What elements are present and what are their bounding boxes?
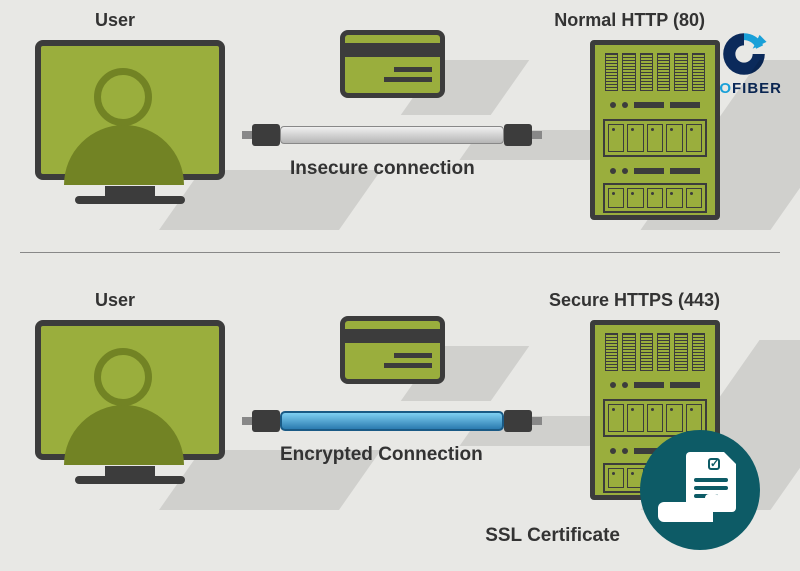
cable-plug-left bbox=[252, 410, 280, 432]
user-label-top: User bbox=[95, 10, 135, 31]
server-controls bbox=[603, 163, 707, 179]
server-controls bbox=[603, 377, 707, 393]
insecure-cable bbox=[280, 126, 504, 144]
ssl-hand-icon bbox=[658, 502, 713, 522]
person-head-icon bbox=[94, 348, 152, 406]
encrypted-cable bbox=[280, 411, 504, 431]
connection-label-bottom: Encrypted Connection bbox=[280, 444, 483, 466]
server-drives bbox=[603, 119, 707, 157]
server-label-top: Normal HTTP (80) bbox=[554, 10, 705, 31]
monitor-base bbox=[75, 196, 185, 204]
card-icon-bottom bbox=[340, 316, 445, 384]
monitor-base bbox=[75, 476, 185, 484]
cable-plug-left bbox=[252, 124, 280, 146]
user-computer-top bbox=[35, 40, 225, 205]
server-icon-top bbox=[590, 40, 720, 220]
server-label-bottom: Secure HTTPS (443) bbox=[549, 290, 720, 311]
card-line bbox=[394, 67, 432, 72]
person-head-icon bbox=[94, 68, 152, 126]
card-line bbox=[394, 353, 432, 358]
connection-label-top: Insecure connection bbox=[290, 158, 475, 180]
card-icon-top bbox=[340, 30, 445, 98]
card-stripe bbox=[345, 329, 440, 343]
server-controls bbox=[603, 97, 707, 113]
ssl-label: SSL Certificate bbox=[485, 525, 620, 547]
section-divider bbox=[20, 252, 780, 253]
ssl-certificate-badge-icon bbox=[640, 430, 760, 550]
http-section: User Normal HTTP (80) Insecure connectio… bbox=[0, 0, 800, 250]
card-line bbox=[384, 363, 432, 368]
card-line bbox=[384, 77, 432, 82]
user-label-bottom: User bbox=[95, 290, 135, 311]
card-stripe bbox=[345, 43, 440, 57]
user-computer-bottom bbox=[35, 320, 225, 485]
cable-plug-right bbox=[504, 124, 532, 146]
cable-plug-right bbox=[504, 410, 532, 432]
https-section: User Secure HTTPS (443) Encrypted Connec… bbox=[0, 280, 800, 570]
server-vents bbox=[605, 333, 705, 371]
server-drives bbox=[603, 183, 707, 213]
monitor-stand bbox=[105, 466, 155, 476]
monitor-stand bbox=[105, 186, 155, 196]
server-vents bbox=[605, 53, 705, 91]
ssl-check-icon bbox=[708, 458, 720, 470]
